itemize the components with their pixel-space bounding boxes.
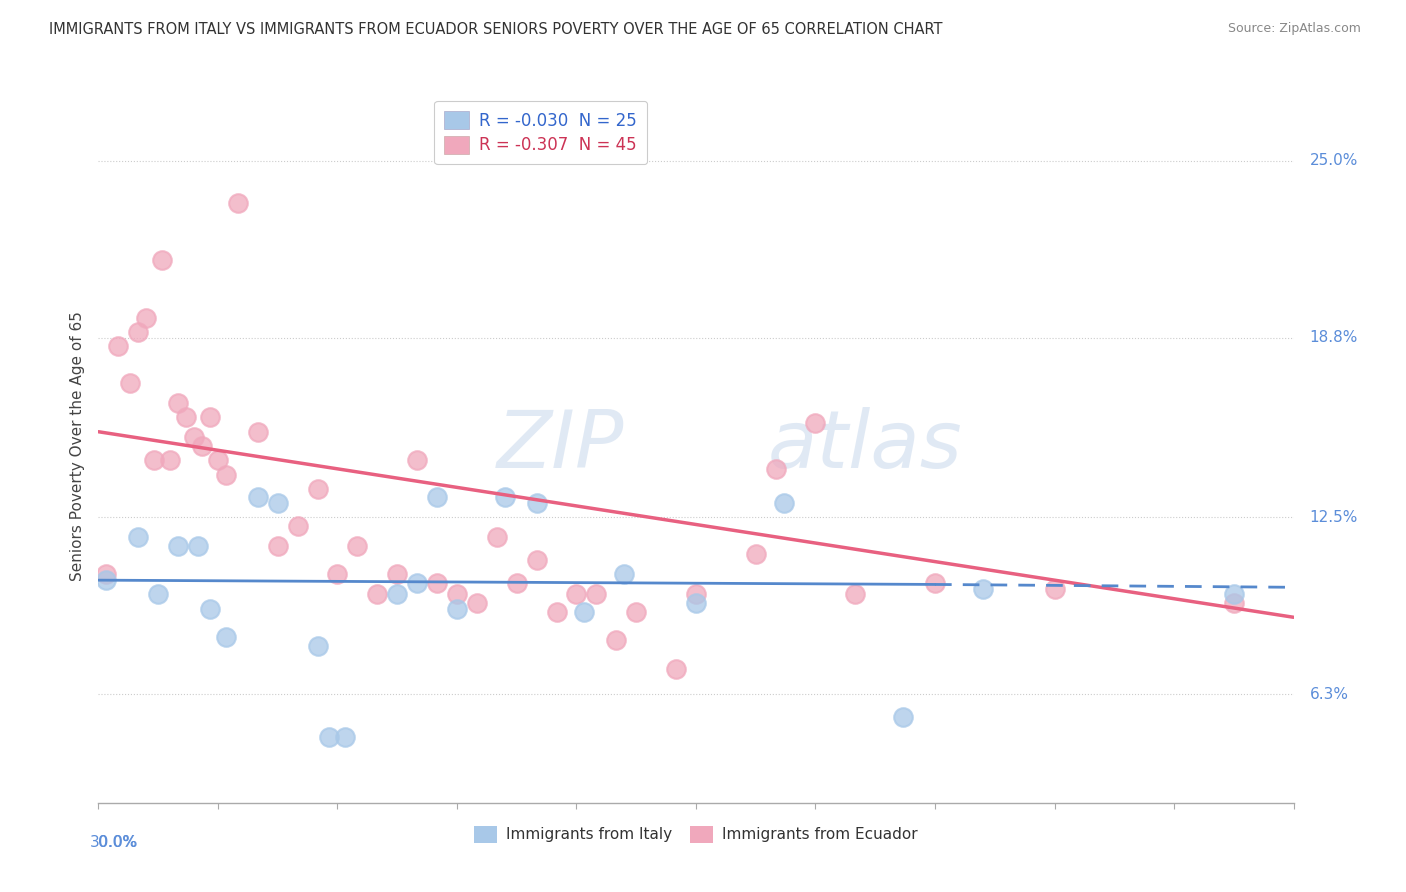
Point <box>207 453 229 467</box>
Point <box>335 730 357 744</box>
Point <box>167 396 190 410</box>
Point <box>574 605 596 619</box>
Point <box>426 576 449 591</box>
Point <box>546 605 568 619</box>
Text: ZIP: ZIP <box>496 407 624 485</box>
Point <box>346 539 368 553</box>
Point <box>406 453 429 467</box>
Text: 18.8%: 18.8% <box>1309 330 1358 345</box>
Point <box>159 453 181 467</box>
Point <box>924 576 946 591</box>
Point <box>96 573 118 587</box>
Point <box>685 596 707 610</box>
Point <box>426 491 449 505</box>
Point <box>198 410 221 425</box>
Point <box>446 587 468 601</box>
Text: 6.3%: 6.3% <box>1309 687 1348 702</box>
Point <box>385 587 409 601</box>
Text: 30.0%: 30.0% <box>90 835 138 850</box>
Point <box>465 596 488 610</box>
Text: 12.5%: 12.5% <box>1309 510 1358 524</box>
Point <box>267 496 290 510</box>
Point <box>143 453 166 467</box>
Y-axis label: Seniors Poverty Over the Age of 65: Seniors Poverty Over the Age of 65 <box>69 311 84 581</box>
Point <box>187 539 209 553</box>
Point <box>1043 582 1066 596</box>
Point <box>485 530 508 544</box>
Legend: Immigrants from Italy, Immigrants from Ecuador: Immigrants from Italy, Immigrants from E… <box>468 820 924 848</box>
Point <box>150 253 173 268</box>
Point <box>406 576 429 591</box>
Point <box>107 339 129 353</box>
Point <box>891 710 914 724</box>
Point <box>526 553 548 567</box>
Point <box>287 519 309 533</box>
Point <box>972 582 994 596</box>
Point <box>1223 587 1246 601</box>
Point <box>772 496 794 510</box>
Point <box>120 376 142 391</box>
Point <box>745 548 768 562</box>
Point <box>127 325 149 339</box>
Point <box>585 587 607 601</box>
Point <box>174 410 197 425</box>
Point <box>246 491 269 505</box>
Point <box>685 587 707 601</box>
Point <box>215 630 238 644</box>
Point <box>613 567 636 582</box>
Point <box>318 730 340 744</box>
Text: Source: ZipAtlas.com: Source: ZipAtlas.com <box>1227 22 1361 36</box>
Point <box>626 605 648 619</box>
Point <box>226 196 249 211</box>
Point <box>127 530 149 544</box>
Point <box>191 439 214 453</box>
Text: atlas: atlas <box>768 407 963 485</box>
Point <box>494 491 516 505</box>
Point <box>446 601 468 615</box>
Point <box>167 539 190 553</box>
Point <box>605 633 627 648</box>
Point <box>565 587 588 601</box>
Point <box>307 639 329 653</box>
Point <box>148 587 170 601</box>
Point <box>844 587 866 601</box>
Point <box>804 416 827 430</box>
Text: 0.0%: 0.0% <box>98 835 138 850</box>
Text: 25.0%: 25.0% <box>1309 153 1358 168</box>
Point <box>96 567 118 582</box>
Point <box>506 576 529 591</box>
Point <box>526 496 548 510</box>
Point <box>267 539 290 553</box>
Point <box>1223 596 1246 610</box>
Point <box>183 430 205 444</box>
Point <box>198 601 221 615</box>
Point <box>665 662 688 676</box>
Text: IMMIGRANTS FROM ITALY VS IMMIGRANTS FROM ECUADOR SENIORS POVERTY OVER THE AGE OF: IMMIGRANTS FROM ITALY VS IMMIGRANTS FROM… <box>49 22 942 37</box>
Point <box>307 482 329 496</box>
Point <box>246 425 269 439</box>
Point <box>326 567 349 582</box>
Point <box>215 467 238 482</box>
Point <box>366 587 388 601</box>
Point <box>385 567 409 582</box>
Point <box>135 310 157 325</box>
Point <box>765 462 787 476</box>
